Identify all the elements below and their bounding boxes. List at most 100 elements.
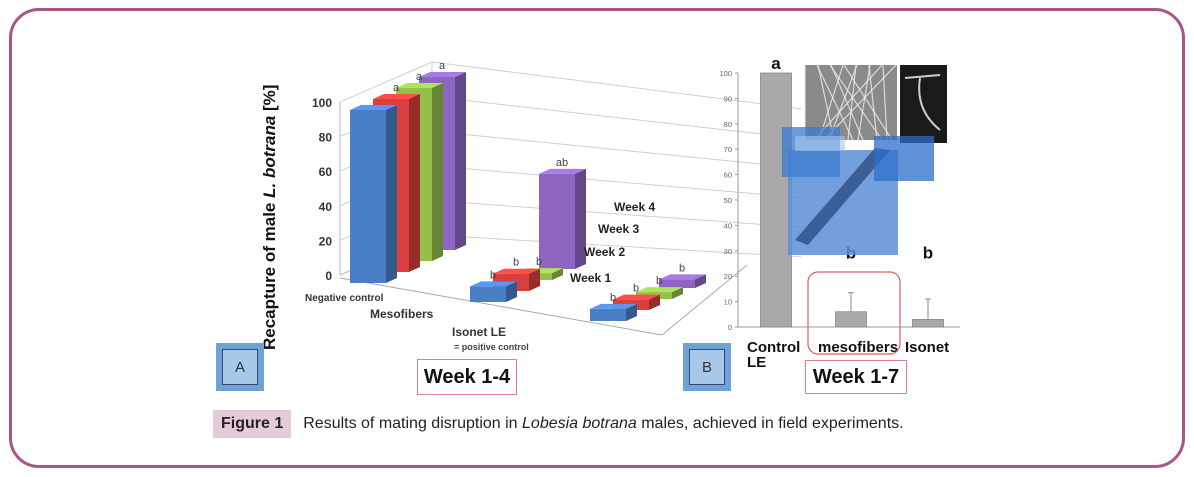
category-b-0-line2: LE [747,354,766,371]
week-range-a: Week 1-4 [417,359,517,395]
y-label-species: L. botrana [260,116,279,198]
floor-front-a [339,277,663,336]
gridline-a-back [431,96,803,140]
bar-a-side [695,274,706,288]
bar-a-sig-label: a [416,71,423,83]
y-tick-b: 30 [724,247,732,256]
bar-a-side [432,83,443,261]
sig-label-b: a [771,54,781,73]
y-tick-b: 40 [724,221,732,230]
bar-b-2: b [912,243,944,328]
bar-a-week1-1: b [470,269,517,302]
y-tick-b: 10 [724,298,732,307]
fiber-strand [816,64,854,141]
y-tick-b: 70 [724,145,732,154]
bar-a-front [539,173,575,269]
category-b-0-line1: Control [747,339,800,356]
category-a-2: Isonet LE [452,325,506,339]
panel-label-a-text: A [222,349,258,385]
y-tick-b: 60 [724,171,732,180]
fiber-strand [857,64,871,141]
fiber-strand [830,64,864,141]
panel-label-a: A [216,343,264,391]
caption-text-before: Results of mating disruption in [303,414,523,432]
week-label-a-1: Week 1 [570,271,611,285]
y-axis-label-a: Recapture of male L. botrana [%] [260,85,279,350]
bar-b-0: a [760,54,792,328]
sig-label-b: b [923,243,933,262]
overlay-box-2 [874,136,934,181]
y-tick-b: 80 [724,120,732,129]
bar-a-top [396,83,443,88]
bar-a-sig-label: b [610,292,616,304]
y-tick-a: 60 [319,165,333,179]
highlight-box-mesofibers [807,271,901,355]
bar-a-top [493,268,540,274]
bar-a-top [590,303,637,309]
bar-a-sig-label: b [633,283,639,295]
y-tick-b: 100 [719,69,732,78]
overlay-highlight [795,136,845,151]
y-tick-a: 0 [325,269,332,283]
bar-a-side [649,294,660,310]
bar-a-front [470,286,506,302]
panel-label-b: B [683,343,731,391]
bar-a-top [419,72,466,77]
bar-a-sig-label: b [679,262,685,274]
bar-a-side [529,268,540,291]
y-tick-a: 20 [319,234,333,248]
fiber-strand [847,64,857,141]
category-a-0: Negative control [305,293,384,304]
gridline-a-back [431,61,803,110]
tem-fiber [795,148,890,245]
week-label-a-2: Week 2 [584,245,625,259]
bar-a-side [626,303,637,321]
gridline-a-back [431,165,803,199]
bar-a-side [552,268,563,280]
y-tick-a: 40 [319,200,333,214]
y-tick-b: 50 [724,196,732,205]
y-tick-b: 0 [728,323,732,332]
gridline-a-back [431,130,803,169]
bar-a-top [659,274,706,280]
overlay-box-1 [782,127,840,177]
bar-a-front [590,308,626,321]
gridline-a-back [431,199,803,228]
figure-label: Figure 1 [213,409,292,438]
bar-a-front [659,279,695,288]
bar-a-front [350,110,386,283]
bar-a-side [506,281,517,302]
bar-a-top [613,294,660,300]
caption-text-after: males, achieved in field experiments. [636,414,904,432]
bar-a-top [470,281,517,287]
sem-detail [904,74,941,131]
bar-b [835,311,867,328]
bar-a-side [575,168,586,269]
bar-a-side [672,287,683,299]
gridline-a-back [431,234,803,258]
category-b-2: Isonet [905,339,949,356]
panel-label-b-text: B [689,349,725,385]
bar-a-week1-0 [350,105,397,283]
bar-a-side [386,105,397,283]
bar-a-top [373,94,420,99]
y-tick-b: 90 [724,94,732,103]
bar-b-1: b [835,243,867,328]
bar-a-sig-label: b [490,269,496,281]
bar-a-week1-2: b [590,292,637,321]
category-b-1: mesofibers [818,339,898,356]
bar-a-sig-label: b [513,257,519,269]
bar-a-week4-1: ab [539,157,586,269]
y-tick-b: 20 [724,272,732,281]
category-a-2-note: = positive control [454,342,529,352]
bar-a-top [350,105,397,110]
bar-a-week4-2: b [659,262,706,288]
figure-caption: Figure 1 Results of mating disruption in… [213,409,904,438]
bar-b [760,72,792,328]
bar-a-side [409,94,420,272]
figure-frame [9,8,1185,468]
bar-a-side [455,72,466,250]
week-range-b: Week 1-7 [805,360,907,394]
